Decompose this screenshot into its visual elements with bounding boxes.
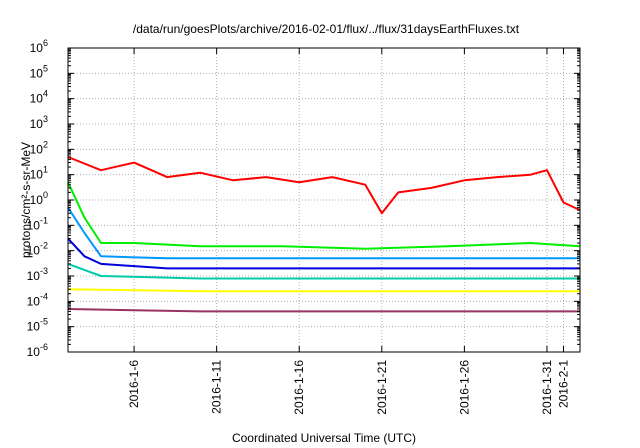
y-tick-label: 102 [30, 139, 48, 156]
y-tick-label: 10-1 [27, 215, 48, 232]
y-tick-label: 103 [30, 114, 48, 131]
x-tick-label: 2016-1-21 [375, 360, 389, 415]
y-tick-label: 10-5 [27, 317, 48, 334]
y-axis-label: protons/cm²-s-sr-MeV [19, 142, 33, 258]
x-tick-label: 2016-1-31 [540, 360, 554, 415]
x-axis-label: Coordinated Universal Time (UTC) [232, 431, 416, 445]
series-line-5 [67, 262, 580, 280]
y-tick-label: 101 [30, 165, 48, 182]
y-tick-label: 10-6 [27, 342, 48, 359]
y-tick-label: 10-4 [27, 291, 48, 308]
series-line-3 [67, 207, 580, 260]
x-tick-label: 2016-2-1 [556, 360, 570, 408]
x-tick-label: 2016-1-6 [127, 360, 141, 408]
y-axis: 10-6 10-5 10-4 10-3 10-2 10-1 100 101 102 103 104 1… [27, 38, 580, 359]
x-axis: 2016-1-6 2016-1-11 2016-1-16 2016-1-21 2016-… [127, 48, 570, 415]
y-tick-label: 100 [30, 190, 48, 207]
x-tick-label: 2016-1-16 [292, 360, 306, 415]
series-line-7 [67, 308, 580, 313]
y-tick-label: 10-3 [27, 266, 48, 283]
series-line-6 [67, 288, 580, 293]
x-tick-label: 2016-1-11 [210, 360, 224, 414]
y-tick-label: 105 [30, 63, 48, 80]
grid [68, 48, 580, 352]
x-tick-label: 2016-1-26 [457, 360, 471, 415]
series-line-1 [67, 156, 581, 215]
series-line-4 [67, 237, 580, 270]
chart-title: /data/run/goesPlots/archive/2016-02-01/f… [133, 22, 520, 36]
y-tick-label: 10-2 [27, 241, 48, 258]
y-tick-label: 106 [30, 38, 48, 55]
series-layer [67, 156, 581, 313]
y-tick-label: 104 [30, 89, 48, 106]
series-line-2 [67, 181, 581, 250]
